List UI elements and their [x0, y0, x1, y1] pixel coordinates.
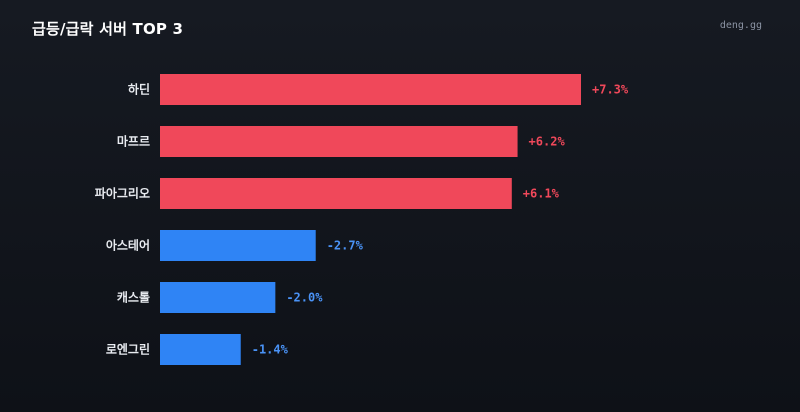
chart-title: 급등/급락 서버 TOP 3 — [32, 20, 184, 38]
bar — [160, 282, 276, 313]
value-label: -2.0% — [286, 291, 323, 305]
value-label: -1.4% — [252, 343, 289, 357]
bar — [160, 178, 512, 209]
value-label: +6.2% — [529, 135, 566, 149]
category-label: 파아그리오 — [95, 186, 150, 201]
bar — [160, 126, 518, 157]
category-label: 로엔그린 — [106, 342, 150, 357]
value-label: +6.1% — [523, 187, 560, 201]
value-label: -2.7% — [327, 239, 364, 253]
category-label: 캐스톨 — [117, 291, 150, 305]
category-label: 아스테어 — [106, 238, 150, 253]
brand-watermark: deng.gg — [719, 20, 762, 31]
value-label: +7.3% — [592, 83, 629, 97]
category-label: 마프르 — [117, 134, 150, 149]
bar — [160, 74, 581, 105]
category-label: 하딘 — [128, 82, 150, 97]
bar — [160, 230, 316, 261]
bar — [160, 334, 241, 365]
